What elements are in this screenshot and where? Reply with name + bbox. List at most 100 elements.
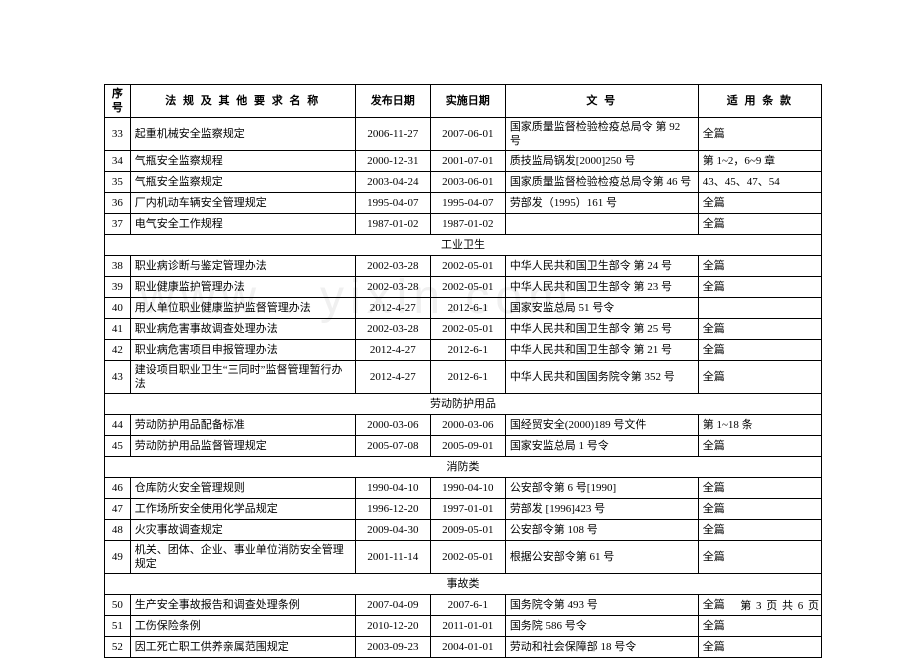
cell-scope: 全篇 xyxy=(698,541,821,574)
cell-scope xyxy=(698,298,821,319)
cell-doc: 国家质量监督检验检疫总局令第 46 号 xyxy=(505,172,698,193)
cell-seq: 36 xyxy=(105,193,131,214)
cell-impl: 2012-6-1 xyxy=(430,340,505,361)
cell-doc: 国经贸安全(2000)189 号文件 xyxy=(505,415,698,436)
cell-doc: 质技监局锅发[2000]250 号 xyxy=(505,151,698,172)
cell-impl: 2009-05-01 xyxy=(430,520,505,541)
cell-scope: 全篇 xyxy=(698,637,821,658)
cell-seq: 48 xyxy=(105,520,131,541)
cell-name: 机关、团体、企业、事业单位消防安全管理规定 xyxy=(130,541,355,574)
regulations-table: 序号 法 规 及 其 他 要 求 名 称 发布日期 实施日期 文 号 适 用 条… xyxy=(104,84,822,658)
cell-seq: 38 xyxy=(105,256,131,277)
cell-scope: 全篇 xyxy=(698,499,821,520)
cell-seq: 42 xyxy=(105,340,131,361)
cell-doc: 公安部令第 108 号 xyxy=(505,520,698,541)
cell-doc: 国家安监总局 51 号令 xyxy=(505,298,698,319)
cell-pub: 2009-04-30 xyxy=(355,520,430,541)
cell-doc: 劳动和社会保障部 18 号令 xyxy=(505,637,698,658)
table-row: 50生产安全事故报告和调查处理条例2007-04-092007-6-1国务院令第… xyxy=(105,595,822,616)
cell-doc: 中华人民共和国国务院令第 352 号 xyxy=(505,361,698,394)
table-row: 45劳动防护用品监督管理规定2005-07-082005-09-01国家安监总局… xyxy=(105,436,822,457)
cell-seq: 43 xyxy=(105,361,131,394)
cell-pub: 2010-12-20 xyxy=(355,616,430,637)
cell-name: 生产安全事故报告和调查处理条例 xyxy=(130,595,355,616)
cell-scope: 全篇 xyxy=(698,520,821,541)
table-row: 38职业病诊断与鉴定管理办法2002-03-282002-05-01中华人民共和… xyxy=(105,256,822,277)
cell-scope: 全篇 xyxy=(698,277,821,298)
cell-seq: 50 xyxy=(105,595,131,616)
cell-name: 厂内机动车辆安全管理规定 xyxy=(130,193,355,214)
cell-impl: 2003-06-01 xyxy=(430,172,505,193)
cell-impl: 2000-03-06 xyxy=(430,415,505,436)
cell-pub: 1995-04-07 xyxy=(355,193,430,214)
cell-seq: 35 xyxy=(105,172,131,193)
cell-pub: 1990-04-10 xyxy=(355,478,430,499)
cell-doc: 中华人民共和国卫生部令 第 25 号 xyxy=(505,319,698,340)
cell-name: 建设项目职业卫生“三同时”监督管理暂行办法 xyxy=(130,361,355,394)
cell-scope: 全篇 xyxy=(698,616,821,637)
cell-pub: 2003-04-24 xyxy=(355,172,430,193)
cell-pub: 2003-09-23 xyxy=(355,637,430,658)
cell-seq: 37 xyxy=(105,214,131,235)
cell-name: 职业病危害事故调查处理办法 xyxy=(130,319,355,340)
cell-impl: 2012-6-1 xyxy=(430,298,505,319)
table-row: 39职业健康监护管理办法2002-03-282002-05-01中华人民共和国卫… xyxy=(105,277,822,298)
cell-name: 工伤保险条例 xyxy=(130,616,355,637)
table-row: 37电气安全工作规程1987-01-021987-01-02全篇 xyxy=(105,214,822,235)
cell-pub: 2001-11-14 xyxy=(355,541,430,574)
table-row: 43建设项目职业卫生“三同时”监督管理暂行办法2012-4-272012-6-1… xyxy=(105,361,822,394)
cell-pub: 2002-03-28 xyxy=(355,319,430,340)
section-title: 劳动防护用品 xyxy=(105,394,822,415)
cell-scope: 全篇 xyxy=(698,193,821,214)
table-row: 48火灾事故调查规定2009-04-302009-05-01公安部令第 108 … xyxy=(105,520,822,541)
table-header-row: 序号 法 规 及 其 他 要 求 名 称 发布日期 实施日期 文 号 适 用 条… xyxy=(105,85,822,118)
cell-name: 劳动防护用品监督管理规定 xyxy=(130,436,355,457)
cell-impl: 2002-05-01 xyxy=(430,256,505,277)
cell-impl: 2005-09-01 xyxy=(430,436,505,457)
section-title-row: 劳动防护用品 xyxy=(105,394,822,415)
cell-impl: 2004-01-01 xyxy=(430,637,505,658)
cell-doc: 中华人民共和国卫生部令 第 21 号 xyxy=(505,340,698,361)
table-row: 49机关、团体、企业、事业单位消防安全管理规定2001-11-142002-05… xyxy=(105,541,822,574)
table-row: 42职业病危害项目申报管理办法2012-4-272012-6-1中华人民共和国卫… xyxy=(105,340,822,361)
table-row: 47工作场所安全使用化学品规定1996-12-201997-01-01劳部发 [… xyxy=(105,499,822,520)
table-row: 46仓库防火安全管理规则1990-04-101990-04-10公安部令第 6 … xyxy=(105,478,822,499)
cell-scope: 全篇 xyxy=(698,118,821,151)
cell-scope: 全篇 xyxy=(698,478,821,499)
cell-seq: 34 xyxy=(105,151,131,172)
cell-seq: 41 xyxy=(105,319,131,340)
cell-seq: 52 xyxy=(105,637,131,658)
cell-pub: 2000-12-31 xyxy=(355,151,430,172)
cell-name: 火灾事故调查规定 xyxy=(130,520,355,541)
cell-pub: 2006-11-27 xyxy=(355,118,430,151)
table-row: 41职业病危害事故调查处理办法2002-03-282002-05-01中华人民共… xyxy=(105,319,822,340)
table-row: 44劳动防护用品配备标准2000-03-062000-03-06国经贸安全(20… xyxy=(105,415,822,436)
cell-scope: 全篇 xyxy=(698,340,821,361)
section-title-row: 事故类 xyxy=(105,574,822,595)
cell-pub: 2012-4-27 xyxy=(355,361,430,394)
cell-impl: 2001-07-01 xyxy=(430,151,505,172)
cell-scope: 全篇 xyxy=(698,214,821,235)
cell-name: 气瓶安全监察规程 xyxy=(130,151,355,172)
cell-impl: 2011-01-01 xyxy=(430,616,505,637)
cell-scope: 全篇 xyxy=(698,361,821,394)
cell-doc: 劳部发 [1996]423 号 xyxy=(505,499,698,520)
cell-impl: 2002-05-01 xyxy=(430,277,505,298)
cell-doc: 国务院令第 493 号 xyxy=(505,595,698,616)
table-row: 35气瓶安全监察规定2003-04-242003-06-01国家质量监督检验检疫… xyxy=(105,172,822,193)
cell-pub: 2002-03-28 xyxy=(355,277,430,298)
cell-impl: 2007-06-01 xyxy=(430,118,505,151)
table-row: 51工伤保险条例2010-12-202011-01-01国务院 586 号令全篇 xyxy=(105,616,822,637)
cell-scope: 43、45、47、54 xyxy=(698,172,821,193)
header-impl: 实施日期 xyxy=(430,85,505,118)
table-row: 34气瓶安全监察规程2000-12-312001-07-01质技监局锅发[200… xyxy=(105,151,822,172)
table-row: 33起重机械安全监察规定2006-11-272007-06-01国家质量监督检验… xyxy=(105,118,822,151)
cell-name: 职业健康监护管理办法 xyxy=(130,277,355,298)
cell-name: 职业病危害项目申报管理办法 xyxy=(130,340,355,361)
cell-name: 气瓶安全监察规定 xyxy=(130,172,355,193)
cell-doc xyxy=(505,214,698,235)
cell-impl: 1995-04-07 xyxy=(430,193,505,214)
cell-scope: 第 1~18 条 xyxy=(698,415,821,436)
section-title: 事故类 xyxy=(105,574,822,595)
cell-name: 因工死亡职工供养亲属范围规定 xyxy=(130,637,355,658)
